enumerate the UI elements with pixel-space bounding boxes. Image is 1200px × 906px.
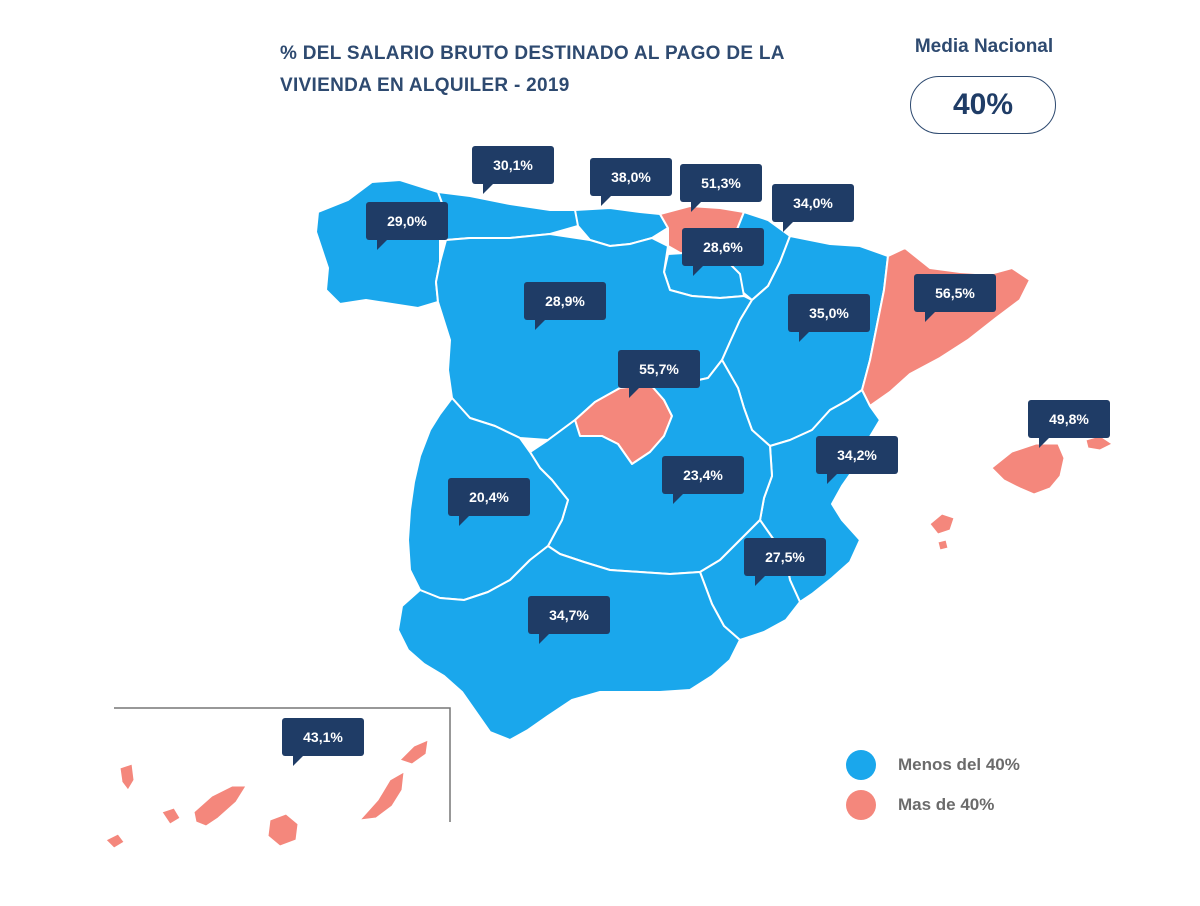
region-andalucia (397, 545, 741, 741)
national-average-badge: 40% (910, 76, 1056, 134)
value-galicia: 29,0% (387, 213, 427, 229)
value-baleares: 49,8% (1049, 411, 1089, 427)
legend-dot-above (846, 790, 876, 820)
callout-navarra: 34,0% (772, 184, 854, 232)
callout-castilla-y-leon: 28,9% (524, 282, 606, 330)
island-la-palma (119, 763, 135, 791)
legend-dot-below (846, 750, 876, 780)
island-menorca (1085, 435, 1113, 451)
value-canarias: 43,1% (303, 729, 343, 745)
value-asturias: 30,1% (493, 157, 533, 173)
callout-canarias: 43,1% (282, 718, 364, 766)
value-aragon: 35,0% (809, 305, 849, 321)
callout-valencia: 34,2% (816, 436, 898, 484)
value-navarra: 34,0% (793, 195, 833, 211)
value-andalucia: 34,7% (549, 607, 589, 623)
canarias-inset (105, 707, 451, 849)
island-mallorca (991, 443, 1065, 495)
value-extremadura: 20,4% (469, 489, 509, 505)
callout-extremadura: 20,4% (448, 478, 530, 526)
callout-cantabria: 38,0% (590, 158, 672, 206)
callout-murcia: 27,5% (744, 538, 826, 586)
callout-castilla-la-mancha: 23,4% (662, 456, 744, 504)
value-pais-vasco: 51,3% (701, 175, 741, 191)
legend-label-below: Menos del 40% (898, 755, 1020, 774)
callout-pais-vasco: 51,3% (680, 164, 762, 212)
map-title-line1: % DEL SALARIO BRUTO DESTINADO AL PAGO DE… (280, 43, 785, 64)
value-cataluna: 56,5% (935, 285, 975, 301)
island-tenerife (193, 785, 247, 827)
island-fuerteventura (358, 771, 405, 821)
region-asturias (437, 191, 591, 241)
callout-asturias: 30,1% (472, 146, 554, 194)
inset-frame (114, 707, 451, 822)
national-average-label: Media Nacional (914, 36, 1054, 57)
callout-aragon: 35,0% (788, 294, 870, 342)
callout-madrid: 55,7% (618, 350, 700, 398)
callout-andalucia: 34,7% (528, 596, 610, 644)
legend-item-below: Menos del 40% (846, 750, 1020, 780)
legend-item-above: Mas de 40% (846, 790, 994, 820)
value-madrid: 55,7% (639, 361, 679, 377)
value-castilla-y-leon: 28,9% (545, 293, 585, 309)
callout-cataluna: 56,5% (914, 274, 996, 322)
island-la-gomera (161, 807, 181, 825)
value-murcia: 27,5% (765, 549, 805, 565)
island-lanzarote (399, 739, 429, 765)
island-el-hierro (105, 833, 125, 849)
legend-label-above: Mas de 40% (898, 795, 995, 814)
callout-baleares: 49,8% (1028, 400, 1110, 448)
value-valencia: 34,2% (837, 447, 877, 463)
national-average-value: 40% (952, 88, 1014, 121)
callout-galicia: 29,0% (366, 202, 448, 250)
value-la-rioja: 28,6% (703, 239, 743, 255)
island-ibiza (929, 513, 955, 535)
region-cataluna (861, 247, 1031, 407)
island-formentera (937, 539, 949, 551)
value-castilla-la-mancha: 23,4% (683, 467, 723, 483)
value-cantabria: 38,0% (611, 169, 651, 185)
map-title-line2: VIVIENDA EN ALQUILER - 2019 (280, 75, 570, 96)
island-gran-canaria (267, 813, 299, 847)
baleares-islands (929, 435, 1113, 551)
map-title: % DEL SALARIO BRUTO DESTINADO AL PAGO DE… (280, 38, 880, 102)
callout-la-rioja: 28,6% (682, 228, 764, 276)
